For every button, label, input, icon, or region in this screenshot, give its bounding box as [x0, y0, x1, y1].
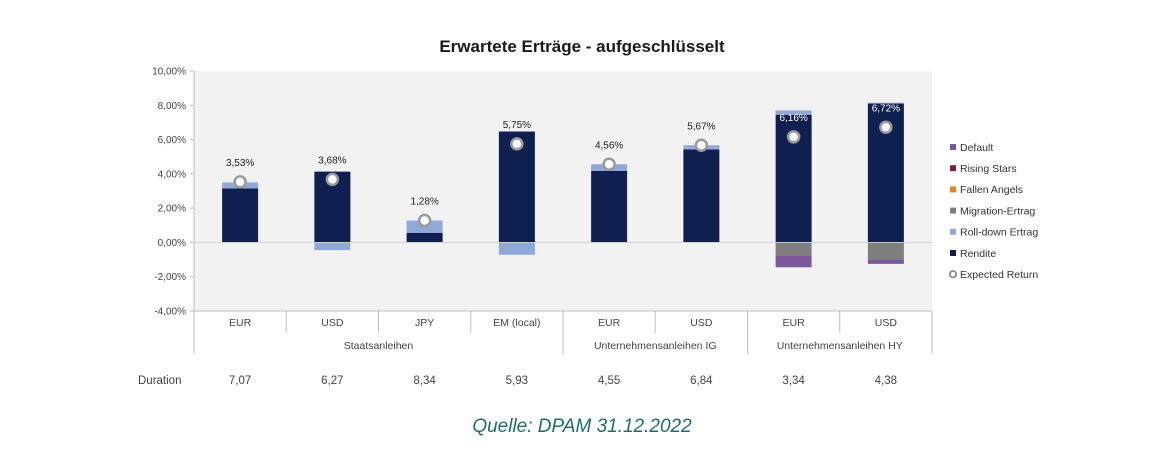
bar-rendite [683, 149, 720, 243]
legend-swatch [950, 207, 956, 214]
legend-swatch [950, 144, 956, 150]
legend-label: Rendite [960, 248, 996, 260]
duration-value: 8,34 [413, 375, 436, 387]
expected-return-point [417, 213, 432, 228]
expected-return-point [602, 157, 616, 172]
y-tick-label: -4,00% [154, 307, 186, 318]
chart-title: Erwartete Erträge - aufgeschlüsselt [439, 37, 725, 56]
expected-return-markers: 3,53% 3,68% 1,28% 5,75% 4,56% 5,67% 6,16% 6,72% [226, 103, 900, 228]
data-label: 1,28% [410, 197, 438, 208]
legend-swatch [950, 186, 956, 193]
legend-marker [948, 270, 958, 279]
bar-rendite [406, 232, 443, 243]
y-tick-label: 0,00% [158, 238, 186, 249]
x-group-label: Unternehmensanleihen IG [594, 340, 717, 352]
duration-value: 6,84 [690, 375, 713, 387]
expected-return-point [786, 130, 801, 144]
data-label: 3,68% [318, 155, 346, 166]
x-category-label: EUR [598, 317, 621, 329]
legend-swatch [950, 250, 956, 256]
legend-label: Rising Stars [960, 163, 1017, 175]
duration-value: 4,38 [875, 375, 897, 387]
legend-swatch [950, 228, 956, 235]
legend-label: Fallen Angels [960, 184, 1023, 196]
y-tick-label: 2,00% [158, 204, 186, 215]
data-label: 6,72% [872, 103, 900, 114]
data-label: 5,75% [503, 120, 531, 131]
x-axis: EUR USD JPY EM (local) EUR USD EUR USDStaatsanl… [193, 310, 933, 354]
expected-return-point [694, 138, 709, 152]
legend-label: Default [960, 142, 993, 154]
data-label: 4,56% [595, 140, 623, 151]
x-category-label: EM (local) [493, 317, 540, 329]
y-tick-label: -2,00% [154, 272, 186, 283]
y-axis: 10,00% 8,00% 6,00% 4,00% 2,00% 0,00% -2,00% -4,… [152, 67, 195, 318]
legend-label: Expected Return [960, 269, 1038, 281]
expected-return-point [879, 120, 893, 134]
bar-roll-down-ertrag [775, 110, 812, 115]
x-category-label: EUR [783, 317, 806, 329]
bar-migration-ertrag [775, 242, 812, 256]
duration-value: 3,34 [782, 375, 805, 387]
y-tick-label: 8,00% [158, 101, 186, 112]
bar-roll-down-ertrag [498, 242, 535, 255]
duration-row: Duration 7,07 6,27 8,34 5,93 4,55 6,84 3,34 4,3… [138, 375, 897, 387]
y-tick-label: 4,00% [158, 169, 186, 180]
legend-swatch [950, 165, 956, 172]
duration-value: 5,93 [506, 375, 528, 387]
bar-default [775, 255, 812, 268]
legend-label: Roll-down Ertrag [960, 227, 1038, 239]
duration-value: 7,07 [229, 375, 251, 387]
y-tick-label: 6,00% [158, 135, 186, 146]
bar-default [867, 259, 904, 264]
data-label: 3,53% [226, 158, 254, 169]
expected-return-point [510, 137, 524, 151]
expected-return-point [233, 175, 247, 189]
source-note: Quelle: DPAM 31.12.2022 [472, 416, 692, 437]
x-category-label: JPY [415, 317, 434, 329]
x-group-label: Staatsanleihen [344, 340, 414, 352]
bar-migration-ertrag [867, 242, 904, 260]
duration-label: Duration [138, 375, 181, 387]
x-group-label: Unternehmensanleihen HY [777, 340, 903, 352]
duration-value: 4,55 [598, 375, 620, 387]
legend-label: Migration-Ertrag [960, 205, 1035, 217]
data-label: 6,16% [779, 113, 807, 124]
legend: Default Rising Stars Fallen Angels Migratio… [948, 142, 1038, 281]
bar-roll-down-ertrag [314, 242, 351, 251]
duration-value: 6,27 [321, 375, 343, 387]
data-label: 5,67% [687, 121, 715, 132]
y-tick-label: 10,00% [152, 67, 186, 78]
bar-rendite [591, 170, 628, 243]
x-category-label: USD [321, 317, 344, 329]
x-category-label: USD [690, 317, 713, 329]
bar-roll-down-ertrag [867, 102, 904, 104]
x-category-label: EUR [229, 317, 252, 329]
plot-area [194, 71, 932, 311]
bar-rendite [222, 188, 259, 243]
expected-return-point [325, 172, 340, 187]
x-category-label: USD [875, 317, 898, 329]
